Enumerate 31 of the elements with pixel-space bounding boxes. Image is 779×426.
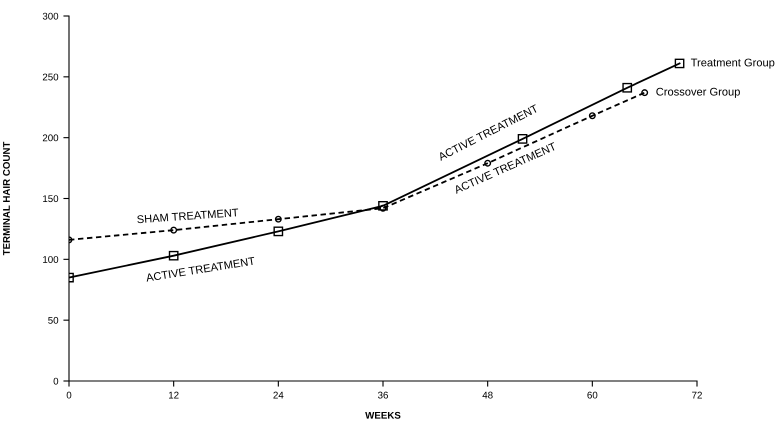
y-tick-label: 100 bbox=[43, 256, 58, 263]
y-tick-label: 300 bbox=[42, 12, 58, 20]
x-tick-label: 48 bbox=[482, 392, 493, 399]
point bbox=[170, 226, 178, 234]
point bbox=[641, 89, 648, 96]
x-tick-label: 24 bbox=[273, 392, 284, 398]
y-tick-label: 0 bbox=[54, 378, 58, 385]
x-tick-label: 60 bbox=[587, 392, 598, 399]
point bbox=[273, 226, 284, 236]
y-tick-label: 200 bbox=[42, 134, 58, 142]
point bbox=[588, 112, 596, 120]
x-tick-label: 36 bbox=[378, 392, 388, 399]
point bbox=[484, 160, 492, 167]
point bbox=[380, 204, 386, 212]
annotation: SHAM TREATMENT bbox=[136, 208, 239, 224]
y-axis-title: TERMINAL HAIR COUNT bbox=[3, 142, 10, 256]
series-label: Treatment Group bbox=[690, 58, 774, 69]
annotation: ACTIVE TREATMENT bbox=[146, 256, 256, 282]
x-tick-label: 0 bbox=[66, 392, 72, 399]
point bbox=[674, 58, 684, 68]
point bbox=[274, 216, 282, 223]
x-tick-label: 72 bbox=[692, 392, 702, 398]
y-tick-label: 150 bbox=[43, 195, 58, 202]
y-tick-label: 50 bbox=[48, 316, 58, 324]
point bbox=[168, 250, 179, 261]
point bbox=[622, 82, 632, 93]
point bbox=[378, 200, 388, 211]
y-tick-label: 250 bbox=[42, 74, 58, 80]
series-label: Crossover Group bbox=[656, 88, 740, 98]
x-axis-title: WEEKS bbox=[365, 412, 400, 419]
x-tick-label: 12 bbox=[169, 392, 179, 398]
